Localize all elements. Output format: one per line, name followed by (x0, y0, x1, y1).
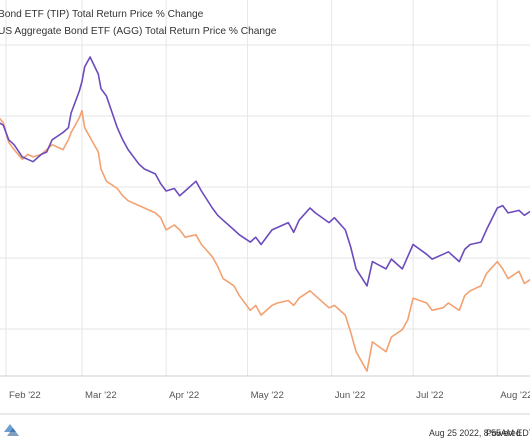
x-tick-label: Apr '22 (169, 390, 199, 401)
x-tick-label: Aug '22 (500, 390, 530, 401)
series-lines (0, 56, 530, 372)
series-line-tip[interactable] (0, 56, 530, 287)
legend-item-agg[interactable]: US Aggregate Bond ETF (AGG) Total Return… (0, 26, 530, 43)
x-tick-label: Mar '22 (85, 390, 117, 401)
grid (0, 0, 530, 377)
x-tick-label: Jul '22 (416, 390, 443, 401)
chart-legend: Bond ETF (TIP) Total Return Price % Chan… (0, 9, 530, 43)
x-tick-label: Jun '22 (335, 390, 366, 401)
logo-icon (4, 424, 19, 436)
footer-timestamp: Aug 25 2022, 8:55AM EDT. (429, 428, 530, 438)
series-line-agg[interactable] (0, 109, 530, 372)
x-tick-label: Feb '22 (9, 390, 41, 401)
legend-label-tip: Bond ETF (TIP) Total Return Price % Chan… (0, 9, 204, 20)
x-tick-label: May '22 (251, 390, 284, 401)
legend-item-tip[interactable]: Bond ETF (TIP) Total Return Price % Chan… (0, 9, 530, 26)
legend-label-agg: US Aggregate Bond ETF (AGG) Total Return… (0, 26, 277, 37)
footer-powered-link[interactable]: Powered (486, 428, 521, 438)
x-axis-ticks: Feb '22 Mar '22 Apr '22 May '22 Jun '22 Jul '… (9, 390, 530, 401)
